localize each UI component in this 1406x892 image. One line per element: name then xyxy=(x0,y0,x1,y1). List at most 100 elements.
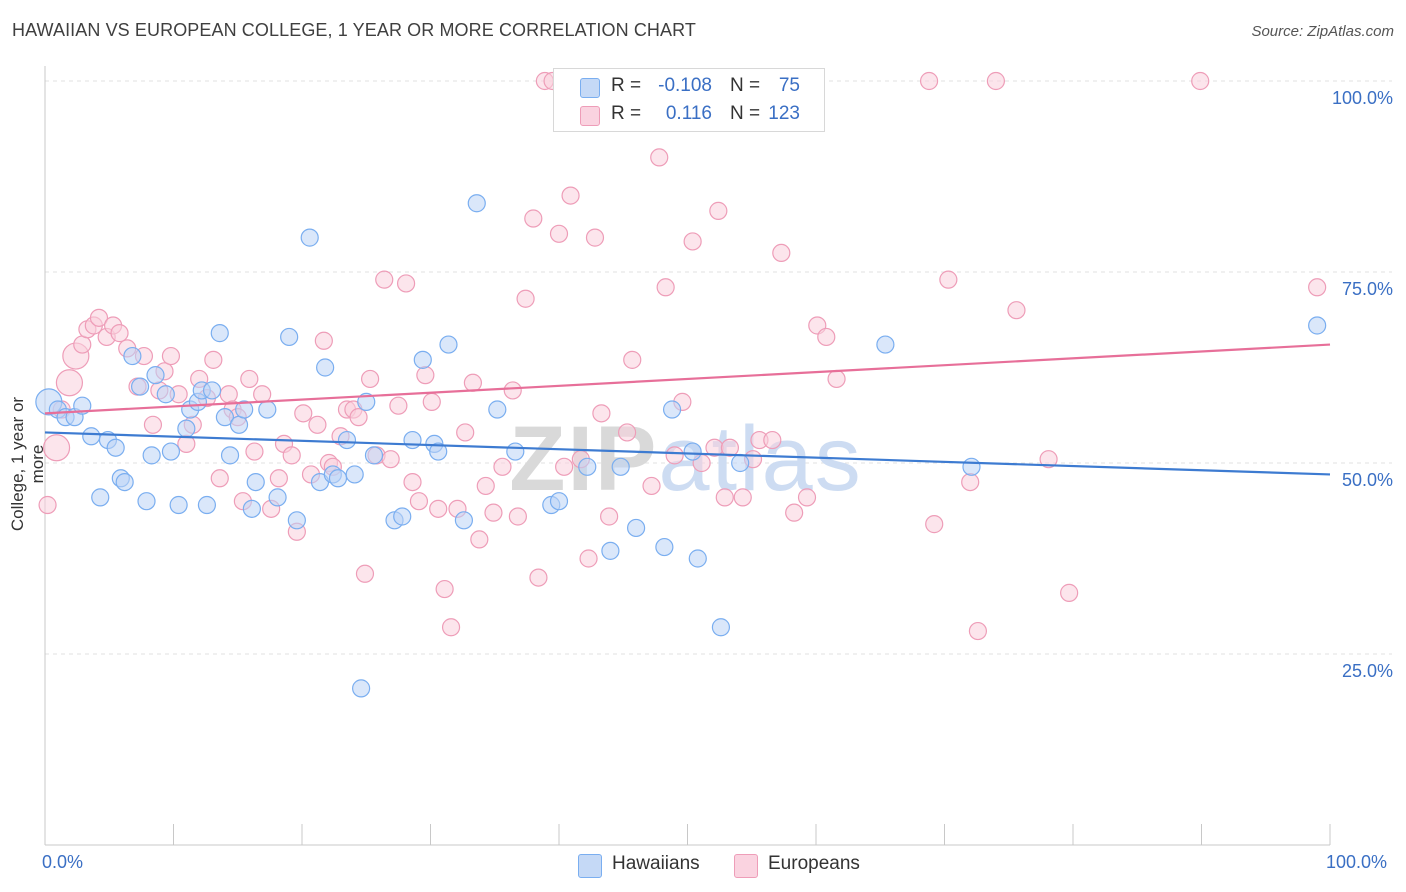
hawaiians-point xyxy=(197,495,217,515)
europeans-point xyxy=(435,579,454,599)
europeans-point xyxy=(797,488,817,507)
hawaiians-point xyxy=(137,492,156,511)
hawaiians-point xyxy=(683,442,702,461)
europeans-point xyxy=(204,350,223,369)
europeans-point xyxy=(600,507,619,526)
europeans-point xyxy=(219,385,238,404)
hawaiians-point xyxy=(91,488,110,507)
europeans-point xyxy=(1191,71,1210,91)
hawaiians-point xyxy=(156,385,175,404)
hawaiians-point xyxy=(246,473,265,492)
axes xyxy=(44,66,1331,846)
europeans-point xyxy=(416,366,435,385)
hawaiians-point xyxy=(287,511,306,530)
europeans-point xyxy=(817,327,836,347)
hawaiians-label: Hawaiians xyxy=(612,853,700,874)
europeans-point xyxy=(1039,450,1058,469)
europeans-point xyxy=(650,148,669,167)
hawaiians-point xyxy=(731,453,750,473)
europeans-point xyxy=(110,324,129,343)
hawaiians-point xyxy=(146,366,165,385)
y-tick-labels: 25.0% 50.0% 75.0% 100.0% xyxy=(1332,88,1393,681)
legend-row-europeans: R = 0.116 N = 123 xyxy=(554,101,824,129)
hawaiians-point xyxy=(169,495,188,515)
europeans-point xyxy=(524,209,543,228)
hawaiians-point xyxy=(115,473,134,492)
hawaiians-point xyxy=(488,400,507,419)
hawaiians-point xyxy=(626,518,646,538)
europeans-point xyxy=(476,476,495,496)
europeans-point xyxy=(403,473,422,492)
europeans-swatch xyxy=(734,854,758,878)
europeans-point xyxy=(939,270,958,289)
hawaiians-point xyxy=(130,377,150,396)
europeans-point xyxy=(656,278,675,297)
europeans-point xyxy=(592,404,611,423)
europeans-point xyxy=(240,369,259,389)
europeans-point xyxy=(355,564,375,583)
europeans-point xyxy=(38,495,57,515)
legend-row-hawaiians: R = -0.108 N = 75 xyxy=(554,73,824,101)
hawaiians-point xyxy=(655,537,674,557)
hawaiians-point xyxy=(106,438,125,457)
hawaiians-trend-line xyxy=(44,431,1331,476)
y-tick-label: 25.0% xyxy=(1342,661,1393,681)
europeans-point xyxy=(925,515,944,534)
source-label: Source: ZipAtlas.com xyxy=(1251,23,1394,40)
europeans-point xyxy=(422,392,441,411)
europeans-point xyxy=(493,457,512,476)
legend-n-label: N = xyxy=(730,75,761,96)
hawaiians-point xyxy=(300,228,319,247)
hawaiians-point xyxy=(202,381,222,400)
europeans-point xyxy=(55,369,84,397)
hawaiians-point xyxy=(235,400,254,419)
europeans-point xyxy=(665,446,684,465)
europeans-point xyxy=(441,618,461,637)
correlation-legend: R = -0.108 N = 75 R = 0.116 N = 123 xyxy=(553,68,825,132)
europeans-point xyxy=(253,385,272,404)
legend-r-value: -0.108 xyxy=(658,75,712,96)
hawaiians-point xyxy=(1308,316,1327,335)
hawaiians-point xyxy=(268,488,287,507)
hawaiians-point xyxy=(439,335,458,354)
hawaiians-point xyxy=(215,408,234,427)
hawaiians-point xyxy=(161,442,181,461)
europeans-point xyxy=(269,469,288,488)
hawaiians-point xyxy=(601,541,620,560)
europeans-point xyxy=(1060,583,1079,602)
europeans-point xyxy=(409,492,429,511)
hawaiians-swatch xyxy=(578,854,602,878)
europeans-point xyxy=(561,186,580,205)
hawaiians-point xyxy=(258,400,277,419)
hawaiians-point xyxy=(413,350,432,369)
hawaiians-point xyxy=(467,194,486,213)
hawaiians-point xyxy=(711,618,731,637)
europeans-point xyxy=(42,434,71,462)
europeans-point xyxy=(986,71,1006,91)
hawaiians-point xyxy=(345,465,364,484)
hawaiians-point xyxy=(662,400,682,419)
y-tick-label: 50.0% xyxy=(1342,470,1393,490)
hawaiians-point xyxy=(611,457,630,476)
y-axis-label: College, 1 year or more xyxy=(8,396,47,532)
europeans-point xyxy=(294,404,313,423)
hawaiians-point xyxy=(316,358,335,377)
hawaiians-point xyxy=(549,492,569,511)
hawaiians-point xyxy=(280,327,299,347)
hawaiians-point xyxy=(328,469,348,488)
europeans-point xyxy=(381,450,400,469)
europeans-point xyxy=(143,415,163,434)
hawaiians-point xyxy=(688,549,707,568)
europeans-point xyxy=(484,503,503,522)
y-tick-label: 100.0% xyxy=(1332,88,1393,108)
europeans-point xyxy=(579,549,598,568)
hawaiians-point xyxy=(506,442,525,461)
grid-lines xyxy=(45,80,1392,655)
hawaiians-point xyxy=(220,446,240,465)
europeans-point xyxy=(245,442,264,461)
europeans-point xyxy=(89,308,109,327)
europeans-point xyxy=(709,201,728,220)
x-tick-label-min: 0.0% xyxy=(42,852,84,872)
europeans-label: Europeans xyxy=(768,853,860,874)
hawaiians-point xyxy=(357,392,376,411)
